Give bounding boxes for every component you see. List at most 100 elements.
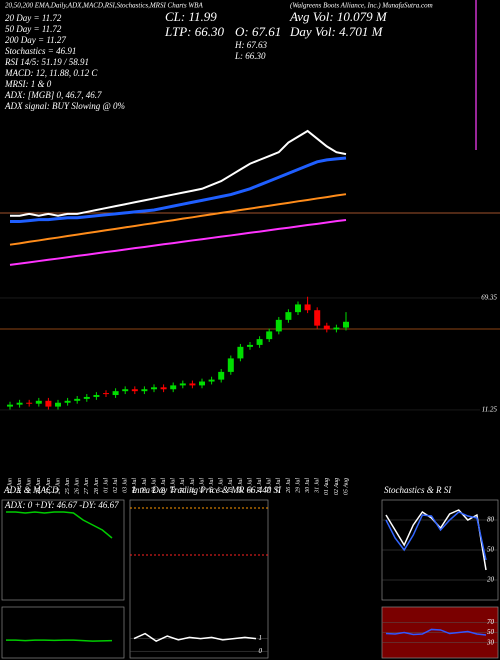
chart-title: 20,50,200 EMA,Daily,ADX,MACD,RSI,Stochas… <box>5 2 203 10</box>
x-tick-label: 23 Jul <box>257 478 263 493</box>
candle-body <box>208 379 215 382</box>
chart-subtitle: (Walgreens Boots Alliance, Inc.) MunafaS… <box>290 2 433 10</box>
ema-label: 50 Day = 11.72 <box>5 24 62 34</box>
candle-body <box>295 304 301 313</box>
x-tick-label: 19 Jul <box>238 478 244 493</box>
panel-title: Intra Day Trading Price & MR 66.440 SI <box>131 485 282 495</box>
y-tick-label: 50 <box>487 546 495 554</box>
x-tick-label: 27 Jun <box>84 478 90 494</box>
candle-body <box>141 389 148 392</box>
low-label: L: 66.30 <box>234 51 266 61</box>
candle-body <box>93 395 100 397</box>
panel-frame <box>1 499 125 601</box>
candle-body <box>266 331 273 340</box>
y-tick-label: 70 <box>487 618 495 626</box>
indicator-label: MRSI: 1 & 0 <box>4 79 52 89</box>
x-tick-label: 18 Jun <box>17 478 23 494</box>
y-tick-label: 11.25 <box>482 406 498 414</box>
indicator-line <box>385 628 487 636</box>
indicator-line <box>133 632 257 642</box>
open-label: O: 67.61 <box>235 24 281 39</box>
x-tick-label: 24 Jul <box>266 478 273 493</box>
candle-body <box>7 404 13 407</box>
candle-body <box>16 402 23 405</box>
candle-body <box>112 391 119 396</box>
candle-body <box>45 400 52 407</box>
close-label: CL: 11.99 <box>165 9 217 24</box>
panel-frame <box>129 499 269 659</box>
y-tick-label: 0 <box>259 647 263 655</box>
x-tick-label: 26 Jul <box>286 478 292 493</box>
moving-average-line <box>10 156 347 224</box>
x-tick-label: 17 Jun <box>7 478 13 494</box>
x-tick-label: 12 Jul <box>190 478 196 493</box>
candle-body <box>131 389 138 392</box>
candle-body <box>314 310 321 326</box>
candle-body <box>247 344 253 347</box>
indicator-label: RSI 14/5: 51.19 / 58.91 <box>4 57 89 67</box>
x-tick-label: 15 Jul <box>199 478 205 493</box>
x-tick-label: 01 Aug <box>324 478 330 495</box>
candle-body <box>256 339 263 345</box>
y-tick-label: 1 <box>259 634 263 642</box>
indicator-label: Stochastics = 46.91 <box>5 46 76 56</box>
x-tick-label: 18 Jul <box>228 478 234 493</box>
candle-body <box>151 387 157 390</box>
candle-body <box>179 383 186 386</box>
x-tick-label: 22 Jul <box>247 478 253 493</box>
x-tick-label: 05 Jul <box>142 478 148 493</box>
indicator-line <box>385 511 487 561</box>
x-tick-label: 31 Jul <box>315 478 321 494</box>
x-tick-label: 20 Jun <box>36 478 42 494</box>
x-tick-label: 24 Jun <box>54 478 61 494</box>
candle-body <box>160 387 167 390</box>
candle-body <box>189 383 196 386</box>
candle-body <box>343 321 349 328</box>
moving-average-line <box>9 219 347 266</box>
candle-body <box>218 371 225 380</box>
candle-body <box>304 304 311 311</box>
x-tick-label: 28 Jun <box>94 478 100 494</box>
candle-body <box>26 402 33 404</box>
x-tick-label: 25 Jul <box>276 478 282 493</box>
ltp-label: LTP: 66.30 <box>164 24 224 39</box>
x-tick-label: 16 Jul <box>209 478 215 493</box>
candle-body <box>333 327 340 330</box>
panel-title: ADX & MACD <box>3 485 59 495</box>
candle-body <box>83 396 90 399</box>
panel-title: Stochastics & R SI <box>384 485 452 495</box>
y-tick-label: 69.35 <box>481 294 497 302</box>
indicator-label: ADX signal: BUY Slowing @ 0% <box>4 101 125 111</box>
indicator-line <box>6 639 113 642</box>
y-tick-label: 20 <box>487 576 495 584</box>
high-label: H: 67.63 <box>234 40 267 50</box>
candle-body <box>237 346 244 359</box>
x-tick-label: 30 Jul <box>305 478 311 494</box>
candle-body <box>227 358 234 372</box>
candle-body <box>199 381 205 386</box>
x-tick-label: 04 Jul <box>131 478 138 493</box>
x-tick-label: 01 Jul <box>103 478 109 493</box>
indicator-label: ADX: [MGB] 0, 46.7, 46.7 <box>4 90 102 100</box>
candle-body <box>323 325 330 330</box>
avg-vol-label: Avg Vol: 10.079 M <box>289 9 388 24</box>
x-tick-label: 26 Jun <box>75 478 81 494</box>
x-tick-label: 08 Jul <box>151 478 157 493</box>
x-tick-label: 25 Jun <box>65 478 71 494</box>
x-tick-label: 10 Jul <box>171 478 177 493</box>
indicator-line <box>6 511 113 539</box>
candle-body <box>275 319 282 332</box>
indicator-label: MACD: 12, 11.88, 0.12 C <box>4 68 98 78</box>
candle-body <box>285 312 292 320</box>
panel-frame <box>1 606 125 659</box>
candle-body <box>35 400 42 404</box>
candle-body <box>64 400 71 403</box>
y-tick-label: 80 <box>487 516 495 524</box>
x-tick-label: 03 Jul <box>123 478 129 493</box>
x-tick-label: 21 Jun <box>46 478 52 494</box>
candle-body <box>170 385 177 390</box>
ema-label: 20 Day = 11.72 <box>5 13 62 23</box>
x-tick-label: 02 Jul <box>113 478 119 493</box>
candle-body <box>55 402 61 407</box>
